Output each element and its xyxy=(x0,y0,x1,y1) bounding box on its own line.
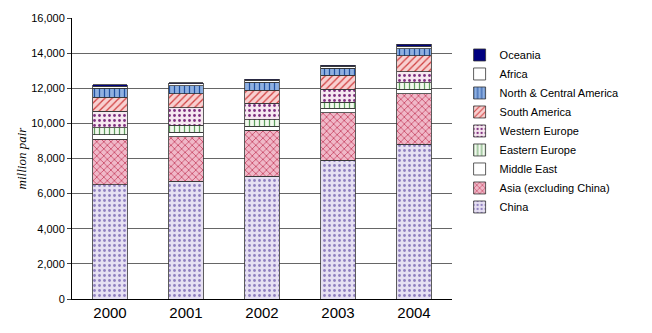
svg-text:2003: 2003 xyxy=(321,304,354,321)
svg-text:Oceania: Oceania xyxy=(500,49,542,61)
svg-text:0: 0 xyxy=(59,293,65,305)
svg-text:2001: 2001 xyxy=(169,304,202,321)
svg-text:Middle East: Middle East xyxy=(500,163,557,175)
svg-text:Western Europe: Western Europe xyxy=(500,125,579,137)
svg-text:16,000: 16,000 xyxy=(31,12,65,24)
svg-text:2004: 2004 xyxy=(397,304,430,321)
svg-text:Africa: Africa xyxy=(500,68,529,80)
svg-text:10,000: 10,000 xyxy=(31,117,65,129)
svg-text:million pair: million pair xyxy=(14,127,29,190)
svg-text:4,000: 4,000 xyxy=(37,223,65,235)
svg-text:2002: 2002 xyxy=(245,304,278,321)
svg-text:2000: 2000 xyxy=(93,304,126,321)
svg-text:2,000: 2,000 xyxy=(37,258,65,270)
svg-text:North & Central America: North & Central America xyxy=(500,87,619,99)
svg-text:Eastern Europe: Eastern Europe xyxy=(500,144,576,156)
svg-text:Asia (excluding China): Asia (excluding China) xyxy=(500,182,610,194)
svg-text:6,000: 6,000 xyxy=(37,187,65,199)
svg-text:South America: South America xyxy=(500,106,572,118)
svg-text:China: China xyxy=(500,201,530,213)
svg-text:14,000: 14,000 xyxy=(31,47,65,59)
svg-text:12,000: 12,000 xyxy=(31,82,65,94)
svg-text:8,000: 8,000 xyxy=(37,152,65,164)
